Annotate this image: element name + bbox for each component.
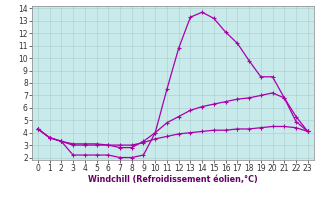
X-axis label: Windchill (Refroidissement éolien,°C): Windchill (Refroidissement éolien,°C)	[88, 175, 258, 184]
